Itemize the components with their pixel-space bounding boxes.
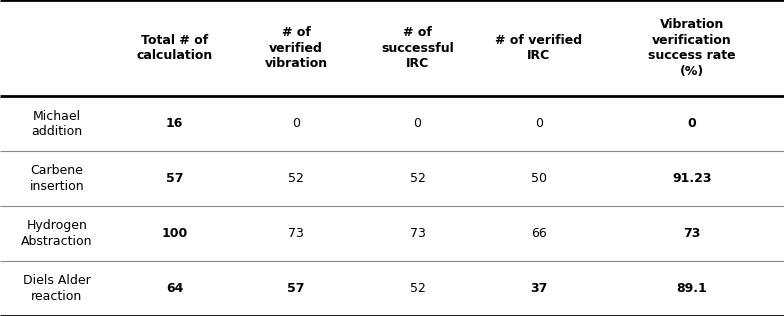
Text: # of
successful
IRC: # of successful IRC (381, 26, 454, 70)
Text: 57: 57 (287, 282, 305, 295)
Text: Carbene
insertion: Carbene insertion (30, 165, 84, 193)
Text: 73: 73 (288, 227, 304, 240)
Text: 0: 0 (688, 117, 696, 130)
Text: 91.23: 91.23 (672, 172, 712, 185)
Text: 52: 52 (409, 172, 426, 185)
Text: 73: 73 (409, 227, 426, 240)
Text: 64: 64 (165, 282, 183, 295)
Text: Michael
addition: Michael addition (31, 110, 82, 138)
Text: 0: 0 (413, 117, 422, 130)
Text: Total # of
calculation: Total # of calculation (136, 34, 212, 63)
Text: 50: 50 (531, 172, 547, 185)
Text: 0: 0 (535, 117, 543, 130)
Text: # of verified
IRC: # of verified IRC (495, 34, 583, 63)
Text: 57: 57 (165, 172, 183, 185)
Text: Diels Alder
reaction: Diels Alder reaction (23, 274, 91, 303)
Text: Vibration
verification
success rate
(%): Vibration verification success rate (%) (648, 18, 735, 78)
Text: 66: 66 (531, 227, 547, 240)
Text: 37: 37 (530, 282, 548, 295)
Text: 0: 0 (292, 117, 300, 130)
Text: # of
verified
vibration: # of verified vibration (264, 26, 328, 70)
Text: 52: 52 (409, 282, 426, 295)
Text: 100: 100 (162, 227, 187, 240)
Text: 73: 73 (683, 227, 701, 240)
Text: 16: 16 (165, 117, 183, 130)
Text: 89.1: 89.1 (677, 282, 707, 295)
Text: Hydrogen
Abstraction: Hydrogen Abstraction (21, 219, 93, 248)
Text: 52: 52 (288, 172, 304, 185)
